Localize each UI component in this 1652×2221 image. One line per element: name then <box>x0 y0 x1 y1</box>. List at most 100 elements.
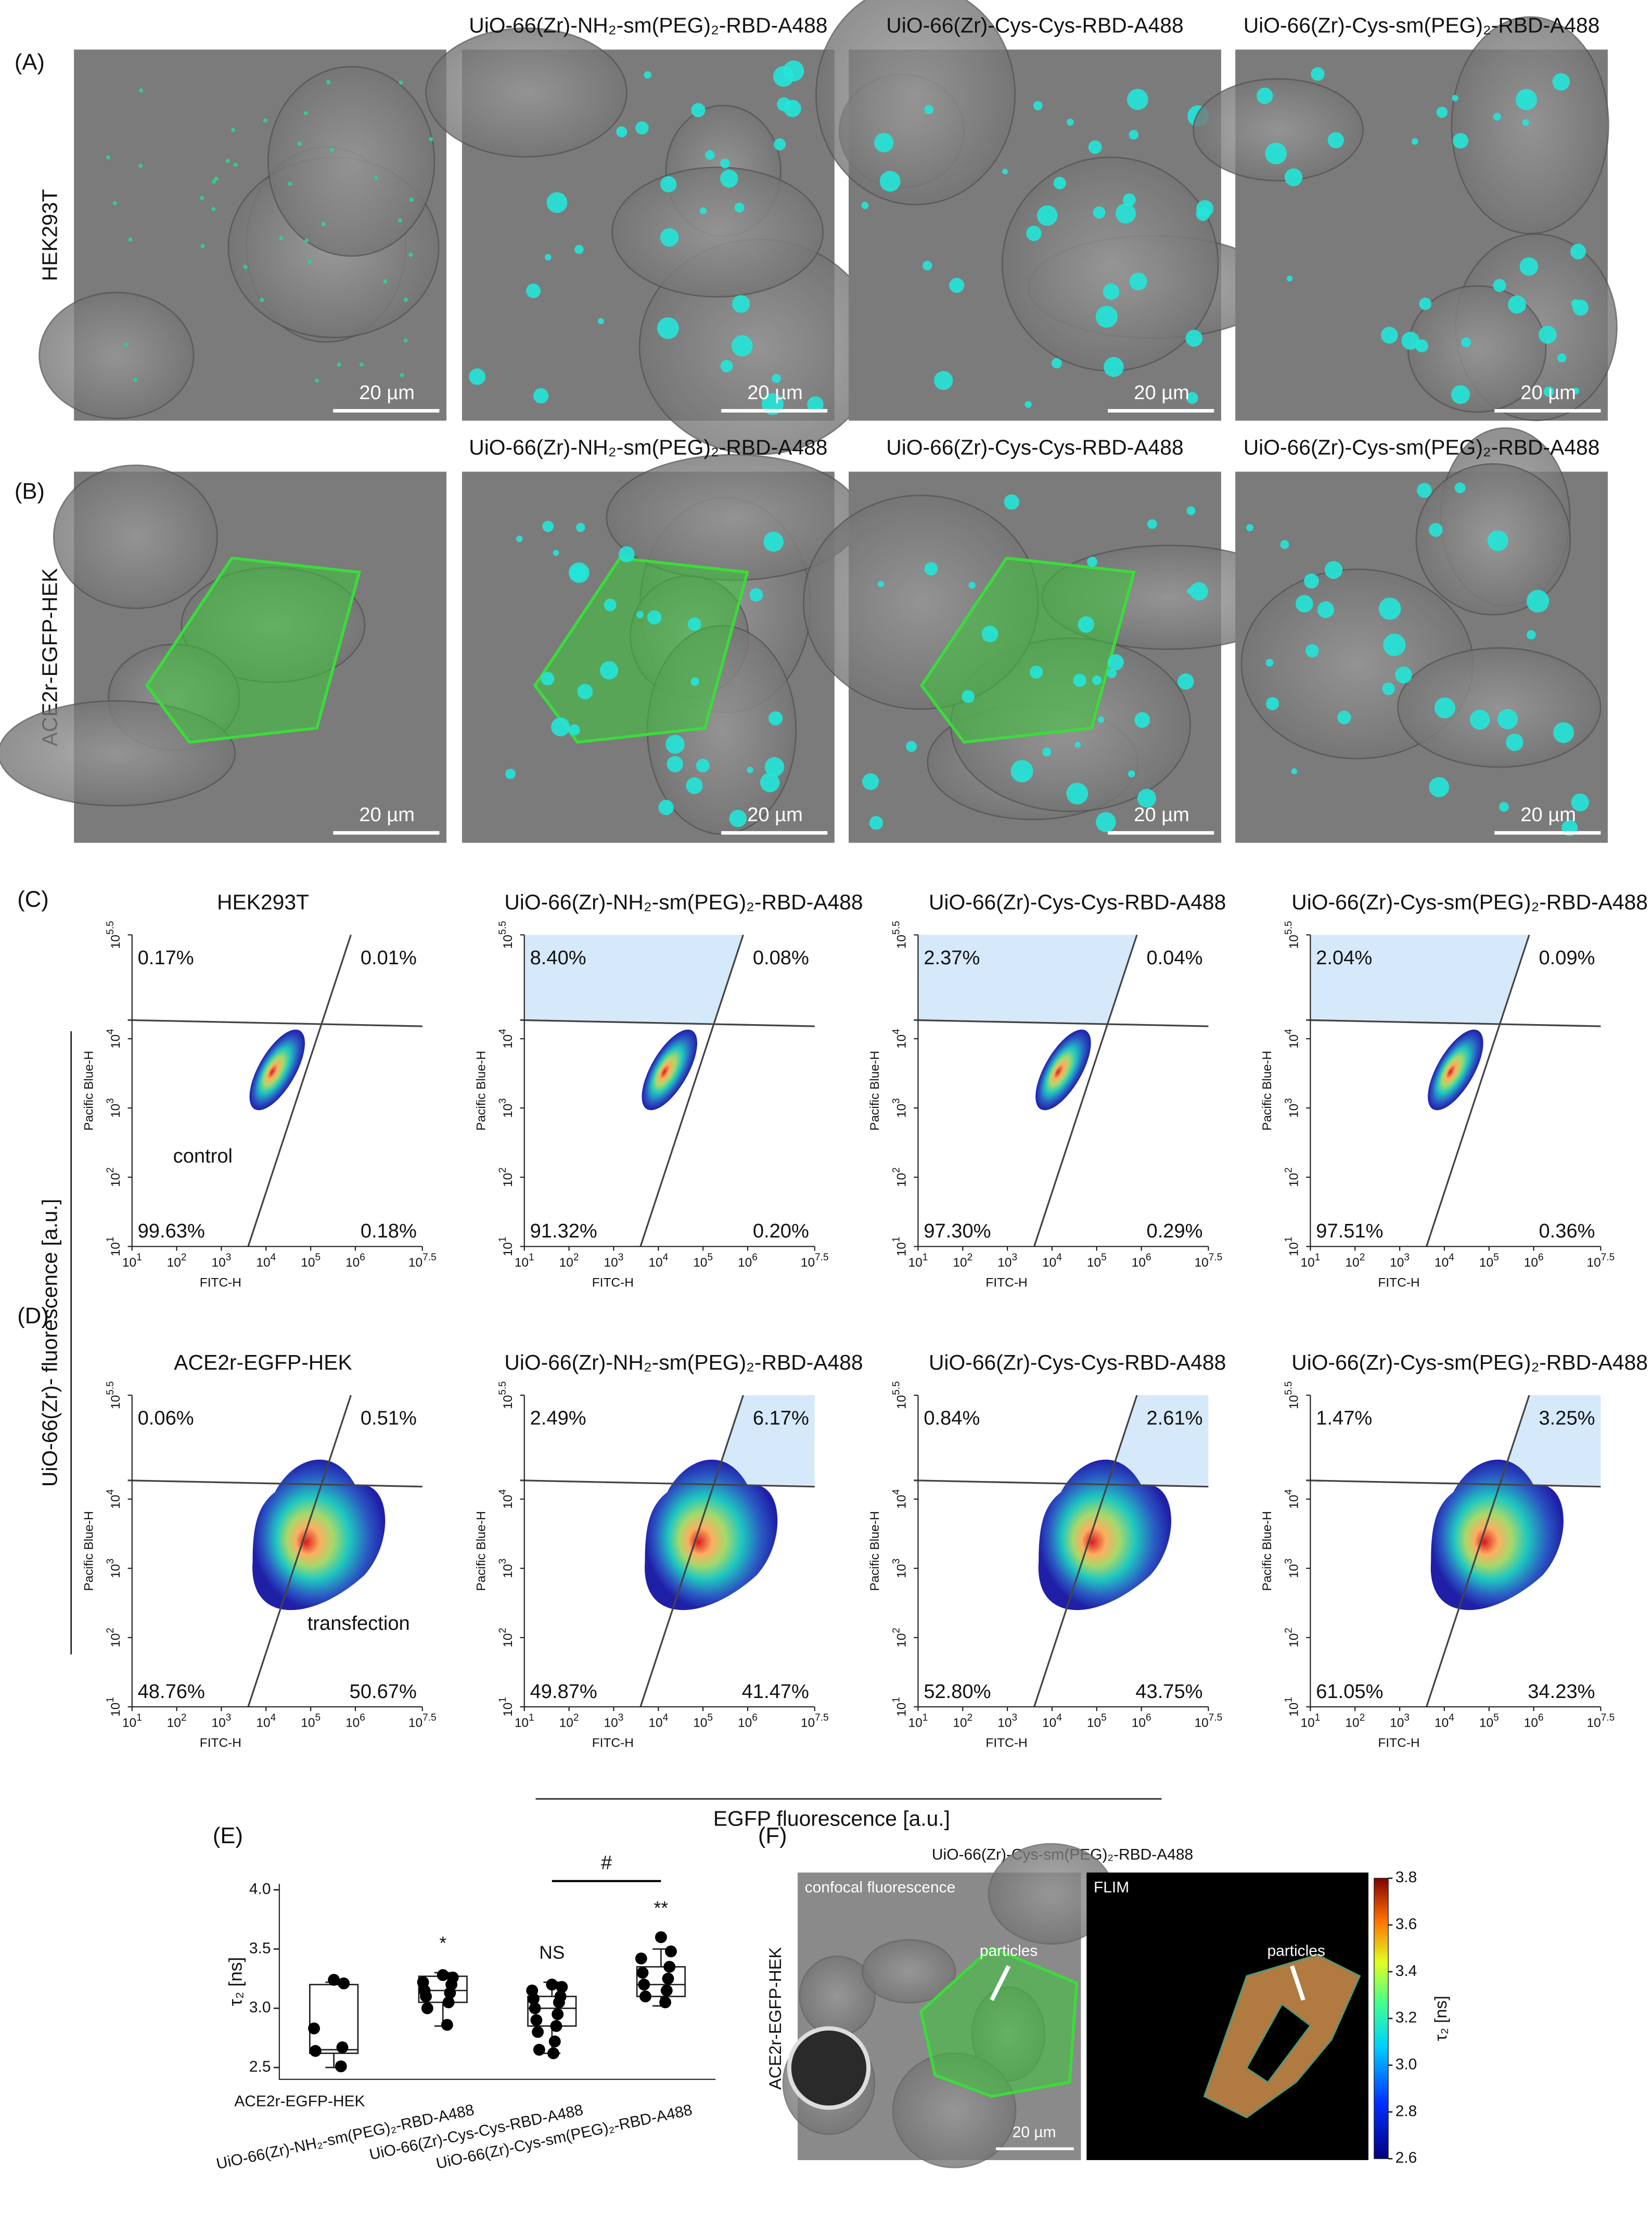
tick-base: 10 <box>501 1495 515 1509</box>
particle <box>604 598 617 611</box>
tick-exponent: 5 <box>315 1713 321 1724</box>
particle <box>658 799 674 815</box>
x-tick-label: 101 <box>515 1713 534 1730</box>
y-tick-label: 103 <box>1284 1559 1301 1578</box>
particle <box>1073 673 1086 687</box>
colorbar-tick-label: 3.0 <box>1395 2056 1417 2073</box>
particle <box>1317 601 1335 618</box>
x-tick-label: 106 <box>1132 1713 1151 1730</box>
particle <box>1453 133 1468 149</box>
tick-exponent: 4 <box>105 1489 116 1495</box>
tick-exponent: 3 <box>1284 1559 1295 1564</box>
gate-shading <box>714 1395 815 1486</box>
y-axis-label: Pacific Blue-H <box>82 1051 96 1131</box>
y-axis-label: Pacific Blue-H <box>475 1051 489 1131</box>
flow-plot: 101 102 103 104 105 106 107.5101102103104105.5… <box>82 890 437 1290</box>
tick-base: 10 <box>1345 1256 1359 1270</box>
x-tick-label: 106 <box>345 1252 365 1270</box>
scale-bar-label: 20 µm <box>359 382 415 404</box>
tick-exponent: 6 <box>1146 1713 1151 1724</box>
y-tick-label: 101 <box>1284 1697 1301 1717</box>
particle <box>660 228 679 247</box>
x-tick-label: 102 <box>953 1713 972 1730</box>
particle <box>403 338 408 343</box>
particle <box>569 724 580 736</box>
data-point <box>328 1974 340 1986</box>
particle <box>112 201 117 206</box>
tick-base: 10 <box>1300 1716 1314 1730</box>
plot-title: UiO-66(Zr)-Cys-Cys-RBD-A488 <box>929 1350 1226 1374</box>
particle <box>308 259 312 264</box>
gate-shading <box>1500 1395 1601 1486</box>
tick-base: 10 <box>122 1256 136 1270</box>
particle <box>968 581 976 589</box>
scale-bar-label: 20 µm <box>1520 804 1576 826</box>
significance: * <box>439 1933 446 1954</box>
particle <box>374 175 379 180</box>
y-tick-label: 102 <box>105 1167 123 1187</box>
arrow <box>990 1965 1011 2001</box>
particle <box>1493 112 1501 121</box>
gate-shading <box>1310 935 1530 1024</box>
tick-base: 10 <box>1195 1716 1209 1730</box>
tick-exponent: 2 <box>105 1167 116 1173</box>
tick-exponent: 1 <box>529 1252 534 1263</box>
y-tick-label: 101 <box>1284 1236 1301 1256</box>
tick-exponent: 1 <box>105 1697 116 1703</box>
data-point <box>546 1979 558 1991</box>
tick-exponent: 7.5 <box>1209 1713 1222 1724</box>
tick-base: 10 <box>1287 1035 1301 1049</box>
tick-base: 10 <box>109 1564 123 1578</box>
tick-exponent: 2 <box>891 1628 902 1633</box>
tick-exponent: 2 <box>181 1252 187 1263</box>
flim-cell <box>1203 1954 1361 2118</box>
y-tick-label: 102 <box>891 1167 909 1187</box>
y-tick-label: 101 <box>497 1697 515 1717</box>
y-tick-label: 3.0 <box>249 1999 271 2016</box>
particle <box>1416 482 1432 498</box>
particle <box>647 610 662 625</box>
y-tick-label: 2.5 <box>249 2058 271 2075</box>
quadrant-percent: 99.63% <box>138 1220 205 1242</box>
particle <box>1092 675 1102 685</box>
particle <box>570 565 587 581</box>
particle <box>705 150 715 160</box>
particle <box>1010 760 1033 783</box>
y-axis-label: Pacific Blue-H <box>82 1511 96 1591</box>
particle <box>784 99 801 118</box>
tick-base: 10 <box>256 1716 270 1730</box>
data-point <box>421 2002 433 2014</box>
tick-base: 10 <box>1287 935 1301 949</box>
plot-note: control <box>173 1145 233 1167</box>
y-tick-label: 105.5 <box>105 921 123 949</box>
plot-title: UiO-66(Zr)-NH₂-sm(PEG)₂-RBD-A488 <box>504 890 863 914</box>
flow-plot: 101 102 103 104 105 106 107.5101102103104105.5… <box>475 1350 863 1750</box>
tick-base: 10 <box>648 1256 662 1270</box>
particle <box>225 159 230 163</box>
tick-base: 10 <box>604 1716 618 1730</box>
tick-exponent: 5 <box>707 1713 713 1724</box>
x-tick-label: 103 <box>604 1713 624 1730</box>
tick-base: 10 <box>895 1703 909 1717</box>
particle <box>636 611 644 619</box>
x-tick-label: 105 <box>1087 1252 1107 1270</box>
particle <box>1177 673 1194 690</box>
tick-base: 10 <box>895 1173 909 1187</box>
y-tick-label: 104 <box>891 1489 909 1509</box>
x-tick-label: 101 <box>1300 1252 1320 1270</box>
x-tick-label: 102 <box>559 1713 579 1730</box>
tick-exponent: 5.5 <box>497 921 508 935</box>
plot-title: UiO-66(Zr)-Cys-sm(PEG)₂-RBD-A488 <box>1291 1350 1648 1374</box>
tick-exponent: 5.5 <box>891 921 902 935</box>
tick-exponent: 5.5 <box>1284 1381 1295 1395</box>
data-point <box>336 2041 349 2053</box>
y-tick-label: 101 <box>891 1697 909 1717</box>
x-axis-label: FITC-H <box>200 1276 241 1290</box>
particle <box>1557 353 1567 363</box>
particle <box>1311 67 1325 81</box>
quadrant-percent: 97.51% <box>1316 1220 1383 1242</box>
x-tick-label: 105 <box>301 1252 321 1270</box>
tick-base: 10 <box>1042 1256 1056 1270</box>
x-axis-label: FITC-H <box>592 1276 634 1290</box>
data-point <box>556 1981 568 1993</box>
